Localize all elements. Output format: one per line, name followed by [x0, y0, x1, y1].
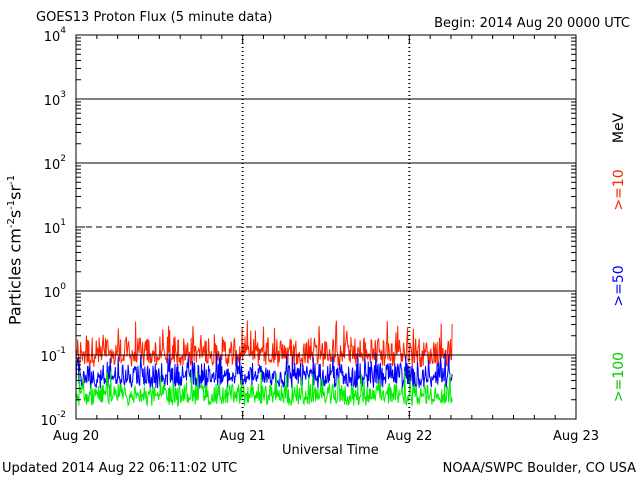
y-tick-label: 103	[44, 90, 66, 109]
grid-layer	[76, 35, 576, 419]
y-tick-label: 104	[44, 26, 67, 45]
y-tick-label: 10-1	[40, 346, 66, 365]
y-tick-exponent: -2	[57, 410, 66, 420]
x-axis-label: Universal Time	[282, 443, 379, 458]
legend-energy-unit: MeV	[611, 112, 627, 144]
y-tick-exponent: 3	[60, 90, 66, 100]
chart-title: GOES13 Proton Flux (5 minute data)	[36, 10, 273, 25]
x-tick-label: Aug 22	[386, 429, 432, 444]
series-line-10mev	[75, 320, 453, 368]
legend-series-10mev: >=10	[611, 169, 627, 211]
y-tick-exponent: 1	[60, 218, 66, 228]
y-tick-exponent: 0	[60, 282, 66, 292]
y-axis-label: Particles cm-2s-1sr-1	[5, 174, 25, 326]
y-tick-label: 101	[44, 218, 66, 237]
y-tick-label: 10-2	[40, 410, 66, 429]
y-tick-label: 100	[44, 282, 67, 301]
y-tick-exponent: 4	[60, 26, 66, 36]
x-tick-label: Aug 20	[53, 429, 99, 444]
updated-timestamp: Updated 2014 Aug 22 06:11:02 UTC	[2, 461, 238, 476]
y-axis-label-particles: Particles cm	[5, 228, 25, 326]
data-source-credit: NOAA/SWPC Boulder, CO USA	[442, 461, 636, 476]
y-tick-label: 102	[44, 154, 66, 173]
x-tick-label: Aug 21	[220, 429, 266, 444]
x-tick-label: Aug 23	[553, 429, 599, 444]
y-tick-exponent: -1	[57, 346, 66, 356]
legend-series-100mev: >=100	[611, 351, 627, 403]
legend-series-50mev: >=50	[611, 265, 627, 307]
y-tick-exponent: 2	[60, 154, 66, 164]
series-line-50mev	[75, 352, 453, 390]
series-layer	[75, 320, 453, 408]
begin-time-label: Begin: 2014 Aug 20 0000 UTC	[434, 16, 630, 31]
series-line-100mev	[75, 370, 453, 408]
